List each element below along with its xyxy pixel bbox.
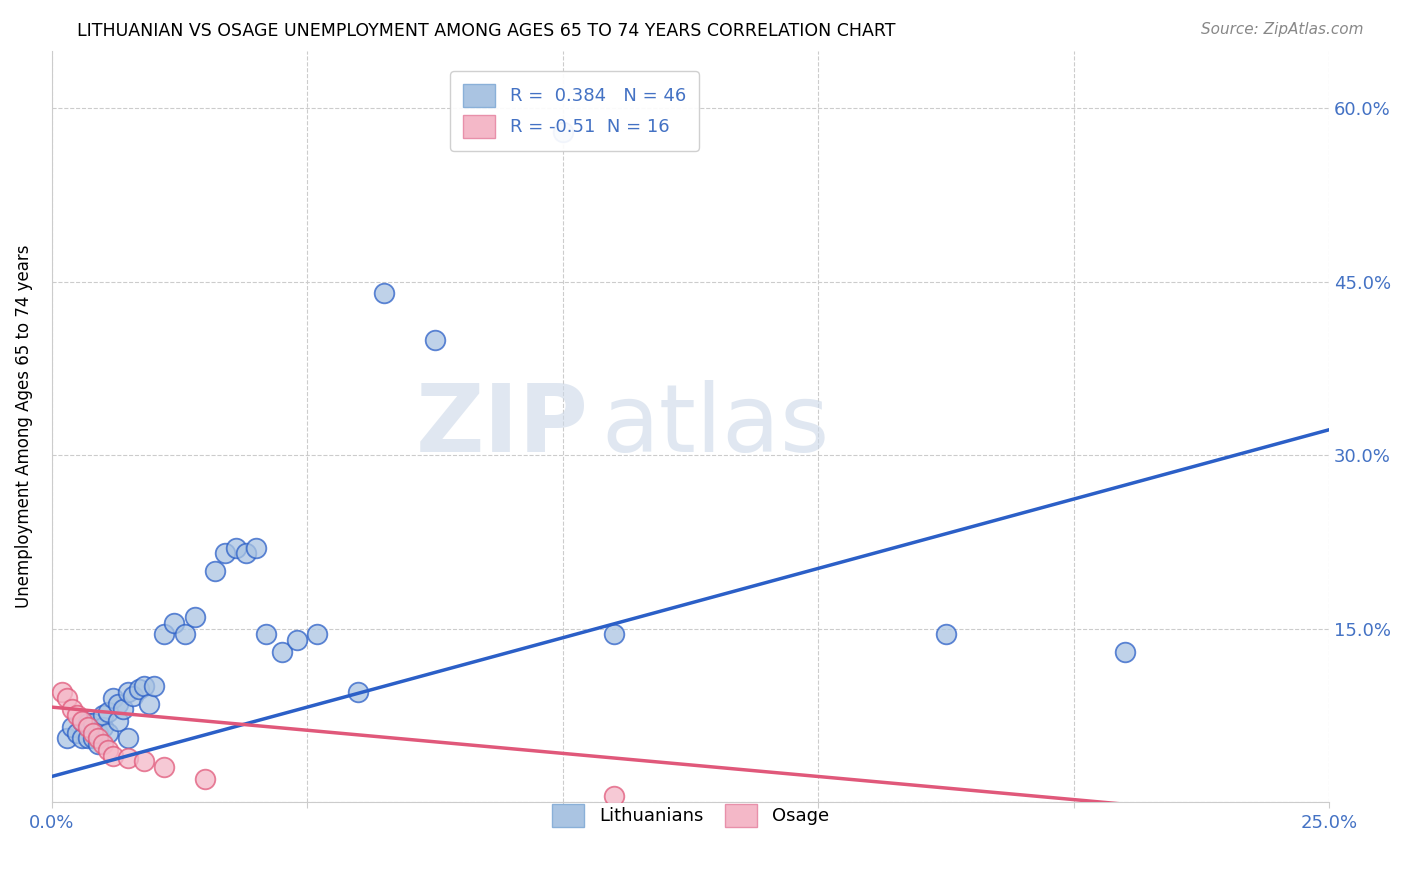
Point	[153, 627, 176, 641]
Point	[82, 731, 104, 746]
Point	[72, 714, 94, 728]
Point	[347, 685, 370, 699]
Point	[128, 681, 150, 696]
Point	[87, 731, 110, 746]
Point	[551, 125, 574, 139]
Y-axis label: Unemployment Among Ages 65 to 74 years: Unemployment Among Ages 65 to 74 years	[15, 244, 32, 608]
Point	[76, 716, 98, 731]
Point	[66, 725, 89, 739]
Point	[153, 760, 176, 774]
Legend: Lithuanians, Osage: Lithuanians, Osage	[544, 797, 837, 834]
Point	[97, 743, 120, 757]
Point	[72, 714, 94, 728]
Point	[97, 705, 120, 719]
Point	[270, 645, 292, 659]
Point	[132, 679, 155, 693]
Point	[107, 714, 129, 728]
Point	[194, 772, 217, 786]
Point	[117, 731, 139, 746]
Point	[112, 702, 135, 716]
Point	[91, 737, 114, 751]
Point	[245, 541, 267, 555]
Point	[91, 720, 114, 734]
Point	[163, 615, 186, 630]
Point	[184, 610, 207, 624]
Point	[373, 286, 395, 301]
Point	[307, 627, 329, 641]
Point	[603, 627, 626, 641]
Point	[76, 720, 98, 734]
Point	[173, 627, 195, 641]
Point	[122, 689, 145, 703]
Point	[423, 333, 446, 347]
Point	[101, 748, 124, 763]
Point	[76, 731, 98, 746]
Text: atlas: atlas	[600, 380, 830, 472]
Point	[117, 685, 139, 699]
Point	[87, 725, 110, 739]
Point	[97, 725, 120, 739]
Point	[56, 690, 79, 705]
Point	[214, 546, 236, 560]
Point	[56, 731, 79, 746]
Point	[254, 627, 277, 641]
Point	[60, 702, 83, 716]
Point	[138, 697, 160, 711]
Point	[91, 708, 114, 723]
Point	[51, 685, 73, 699]
Point	[117, 751, 139, 765]
Point	[72, 731, 94, 746]
Point	[1114, 645, 1136, 659]
Point	[82, 725, 104, 739]
Point	[235, 546, 257, 560]
Point	[60, 720, 83, 734]
Point	[142, 679, 165, 693]
Point	[107, 697, 129, 711]
Point	[87, 737, 110, 751]
Point	[66, 708, 89, 723]
Point	[101, 690, 124, 705]
Point	[82, 716, 104, 731]
Text: ZIP: ZIP	[415, 380, 588, 472]
Point	[285, 633, 308, 648]
Point	[132, 755, 155, 769]
Point	[225, 541, 247, 555]
Point	[603, 789, 626, 804]
Text: Source: ZipAtlas.com: Source: ZipAtlas.com	[1201, 22, 1364, 37]
Text: LITHUANIAN VS OSAGE UNEMPLOYMENT AMONG AGES 65 TO 74 YEARS CORRELATION CHART: LITHUANIAN VS OSAGE UNEMPLOYMENT AMONG A…	[77, 22, 896, 40]
Point	[204, 564, 226, 578]
Point	[935, 627, 957, 641]
